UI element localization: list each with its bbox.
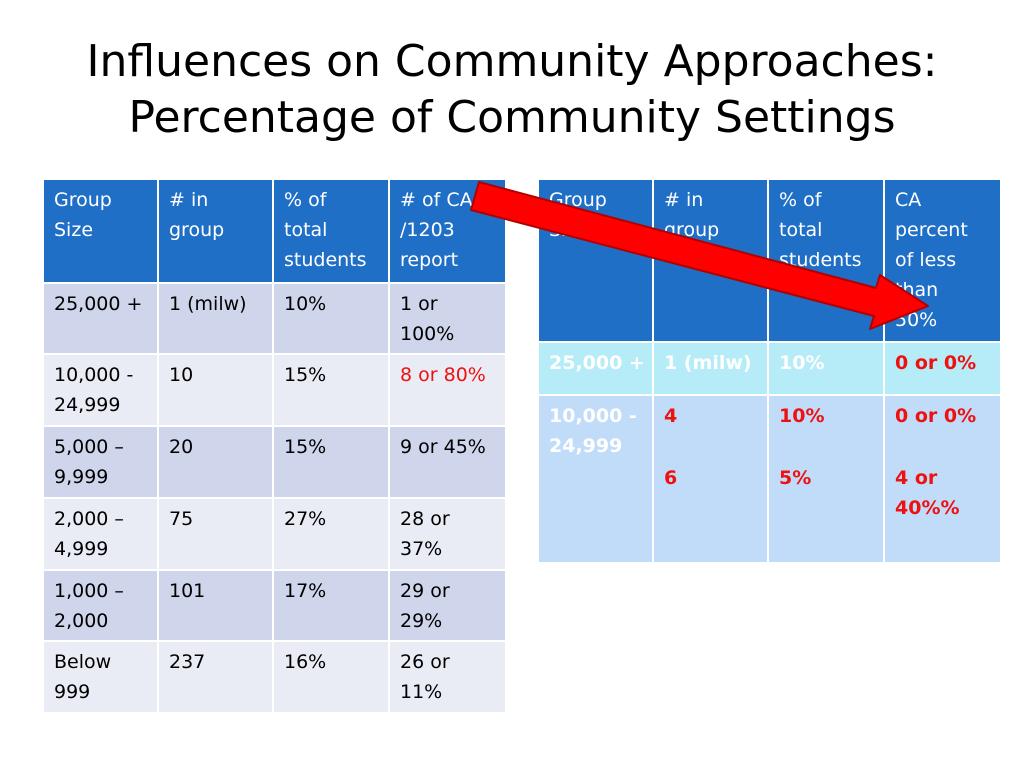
cell-ca-report: 1 or 100%: [388, 282, 507, 355]
table-row: 10,000 -24,999 10 15% 8 or 80%: [42, 353, 507, 427]
slide-title: Influences on Community Approaches: Perc…: [0, 34, 1024, 146]
cell-pct-students: 10%: [767, 341, 885, 396]
cell-pct-students: 10% 5%: [767, 394, 885, 564]
cell-ca-report: 29 or 29%: [388, 569, 507, 642]
cell-ca-percent: 0 or 0%: [883, 341, 1002, 396]
table-row: 2,000 –4,999 75 27% 28 or 37%: [42, 497, 507, 571]
cell-in-group: 1 (milw): [157, 282, 274, 355]
cell-in-group: 237: [157, 640, 274, 714]
cell-in-group: 10: [157, 353, 274, 427]
cell-group-size: 10,000 -24,999: [537, 394, 654, 564]
left-table: Group Size # in group % of total students # …: [42, 178, 507, 714]
right-header-pct-students: % of total students: [767, 178, 885, 343]
right-header-ca-percent: CA percent of less than 50%: [883, 178, 1002, 343]
cell-pct-students: 17%: [272, 569, 390, 642]
cell-pct-students: 15%: [272, 425, 390, 499]
title-line-2: Percentage of Community Settings: [128, 92, 896, 143]
cell-pct-students: 27%: [272, 497, 390, 571]
cell-ca-report-highlight: 8 or 80%: [388, 353, 507, 427]
table-row: 5,000 –9,999 20 15% 9 or 45%: [42, 425, 507, 499]
cell-in-group: 1 (milw): [652, 341, 769, 396]
cell-group-size: 25,000 +: [42, 282, 159, 355]
right-header-in-group: # in group: [652, 178, 769, 343]
table-row: 1,000 –2,000 101 17% 29 or 29%: [42, 569, 507, 642]
cell-group-size: 2,000 –4,999: [42, 497, 159, 571]
title-line-1: Influences on Community Approaches:: [86, 36, 938, 87]
cell-group-size: 5,000 –9,999: [42, 425, 159, 499]
cell-group-size: 10,000 -24,999: [42, 353, 159, 427]
cell-ca-report: 26 or 11%: [388, 640, 507, 714]
cell-ca-percent: 0 or 0% 4 or 40%%: [883, 394, 1002, 564]
right-header-row: Group Size # in group % of total students CA…: [537, 178, 1002, 343]
left-header-pct-students: % of total students: [272, 178, 390, 284]
left-header-group-size: Group Size: [42, 178, 159, 284]
left-header-ca-report: # of CA’/1203 report: [388, 178, 507, 284]
cell-pct-students: 15%: [272, 353, 390, 427]
table-row: 25,000 + 1 (milw) 10% 0 or 0%: [537, 341, 1002, 396]
table-row: Below 999 237 16% 26 or 11%: [42, 640, 507, 714]
cell-in-group: 75: [157, 497, 274, 571]
left-header-row: Group Size # in group % of total students # …: [42, 178, 507, 284]
cell-pct-students: 10%: [272, 282, 390, 355]
right-table: Group Size # in group % of total students CA…: [537, 178, 1002, 564]
cell-ca-report: 9 or 45%: [388, 425, 507, 499]
cell-in-group: 20: [157, 425, 274, 499]
cell-ca-report: 28 or 37%: [388, 497, 507, 571]
left-header-in-group: # in group: [157, 178, 274, 284]
table-row: 25,000 + 1 (milw) 10% 1 or 100%: [42, 282, 507, 355]
cell-group-size: 1,000 –2,000: [42, 569, 159, 642]
right-header-group-size: Group Size: [537, 178, 654, 343]
cell-in-group: 101: [157, 569, 274, 642]
cell-pct-students: 16%: [272, 640, 390, 714]
cell-group-size: 25,000 +: [537, 341, 654, 396]
cell-group-size: Below 999: [42, 640, 159, 714]
